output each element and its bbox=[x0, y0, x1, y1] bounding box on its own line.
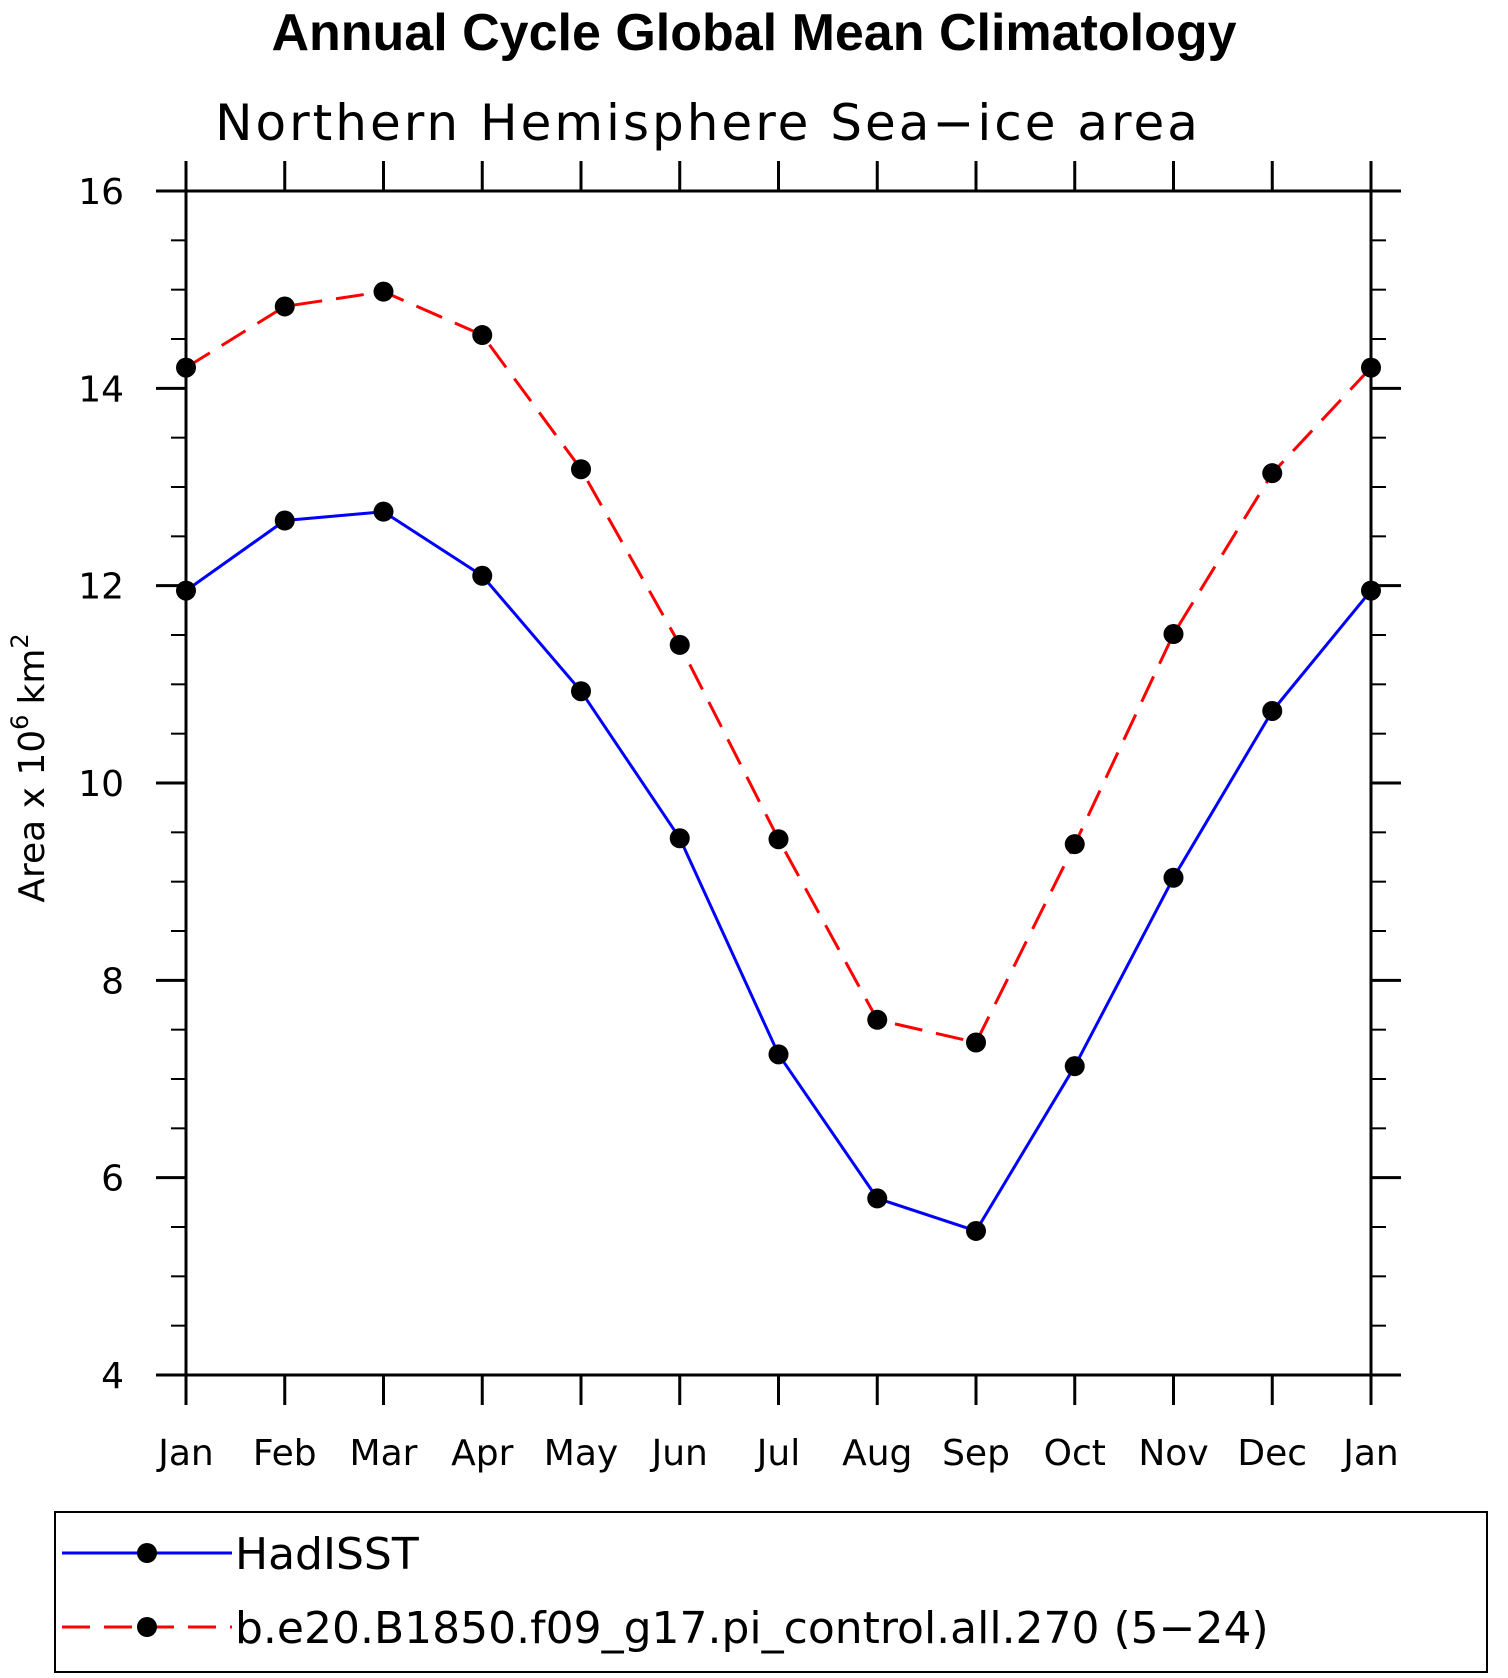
legend-label-hadisst: HadISST bbox=[235, 1529, 419, 1580]
plot-area-frame bbox=[184, 189, 1373, 1377]
y-tick-label: 10 bbox=[78, 764, 124, 805]
y-axis-title-unit: km bbox=[12, 649, 53, 705]
data-point-series-0 bbox=[571, 681, 591, 702]
axis-ticks bbox=[156, 161, 1401, 1405]
series-layer bbox=[176, 281, 1381, 1241]
x-tick-label: Nov bbox=[1138, 1433, 1208, 1474]
y-tick-label: 14 bbox=[78, 369, 124, 410]
x-tick-labels: Jan Feb Mar Apr May Jun Jul Aug Sep Oct Nov Dec Jan bbox=[156, 1433, 1399, 1474]
y-tick-label: 4 bbox=[101, 1356, 124, 1397]
data-point-series-0 bbox=[472, 565, 493, 586]
x-tick-label: Jan bbox=[1341, 1433, 1399, 1474]
legend-label-pi-control: b.e20.B1850.f09_g17.pi_control.all.270 (… bbox=[235, 1603, 1269, 1654]
chart-title: Annual Cycle Global Mean Climatology bbox=[271, 4, 1236, 62]
data-point-series-1 bbox=[373, 281, 394, 302]
x-tick-label: Aug bbox=[842, 1433, 912, 1474]
data-point-series-0 bbox=[867, 1188, 888, 1209]
series-line-1 bbox=[185, 290, 1373, 1044]
data-point-series-1 bbox=[669, 634, 690, 655]
data-point-series-1 bbox=[176, 357, 196, 378]
y-tick-labels: 4 6 8 10 12 14 16 bbox=[78, 172, 124, 1397]
chart-subtitle: Northern Hemisphere Sea−ice area bbox=[215, 94, 1201, 152]
data-point-series-0 bbox=[373, 501, 394, 522]
data-point-series-1 bbox=[867, 1009, 888, 1030]
series-line-0 bbox=[185, 510, 1373, 1233]
x-tick-label: Mar bbox=[350, 1433, 418, 1474]
x-tick-label: Sep bbox=[942, 1433, 1010, 1474]
data-point-series-0 bbox=[1361, 580, 1381, 601]
legend: HadISST b.e20.B1850.f09_g17.pi_control.a… bbox=[54, 1511, 1488, 1673]
data-point-series-0 bbox=[176, 580, 196, 601]
x-tick-label: Apr bbox=[451, 1433, 513, 1474]
data-point-series-0 bbox=[1262, 700, 1283, 721]
data-point-series-1 bbox=[472, 325, 493, 346]
y-axis-title-main: Area x 10 bbox=[12, 730, 53, 903]
data-point-series-1 bbox=[1361, 357, 1381, 378]
data-point-series-1 bbox=[274, 296, 295, 317]
svg-text:Area x 106km2: Area x 106 km2 bbox=[6, 633, 53, 902]
data-point-series-0 bbox=[669, 828, 690, 849]
legend-box bbox=[54, 1511, 1488, 1673]
data-point-series-0 bbox=[1163, 867, 1184, 888]
y-tick-label: 8 bbox=[101, 961, 124, 1002]
x-tick-label: Jul bbox=[755, 1433, 800, 1474]
data-point-series-0 bbox=[274, 510, 295, 531]
data-point-series-1 bbox=[1262, 463, 1283, 484]
y-tick-label: 6 bbox=[101, 1159, 124, 1200]
data-point-series-1 bbox=[1163, 624, 1184, 645]
data-point-series-0 bbox=[768, 1044, 789, 1065]
x-tick-label: Dec bbox=[1237, 1433, 1307, 1474]
y-tick-label: 16 bbox=[78, 172, 124, 213]
x-tick-label: Jun bbox=[650, 1433, 708, 1474]
x-tick-label: Oct bbox=[1044, 1433, 1106, 1474]
y-axis-title: Area x 106 km2 bbox=[6, 633, 53, 902]
x-tick-label: Jan bbox=[156, 1433, 214, 1474]
data-point-series-1 bbox=[966, 1032, 986, 1053]
data-point-series-0 bbox=[966, 1220, 986, 1241]
legend-marker-hadisst bbox=[137, 1543, 157, 1563]
data-point-series-1 bbox=[571, 459, 591, 480]
x-tick-label: May bbox=[544, 1433, 618, 1474]
data-point-series-1 bbox=[768, 829, 789, 850]
y-axis-title-unit-exp: 2 bbox=[6, 633, 34, 648]
legend-marker-pi-control bbox=[137, 1617, 157, 1637]
y-axis-title-exp: 6 bbox=[6, 715, 34, 730]
data-point-series-0 bbox=[1064, 1056, 1085, 1077]
y-tick-label: 12 bbox=[78, 567, 124, 608]
x-tick-label: Feb bbox=[253, 1433, 317, 1474]
data-point-series-1 bbox=[1064, 834, 1085, 855]
